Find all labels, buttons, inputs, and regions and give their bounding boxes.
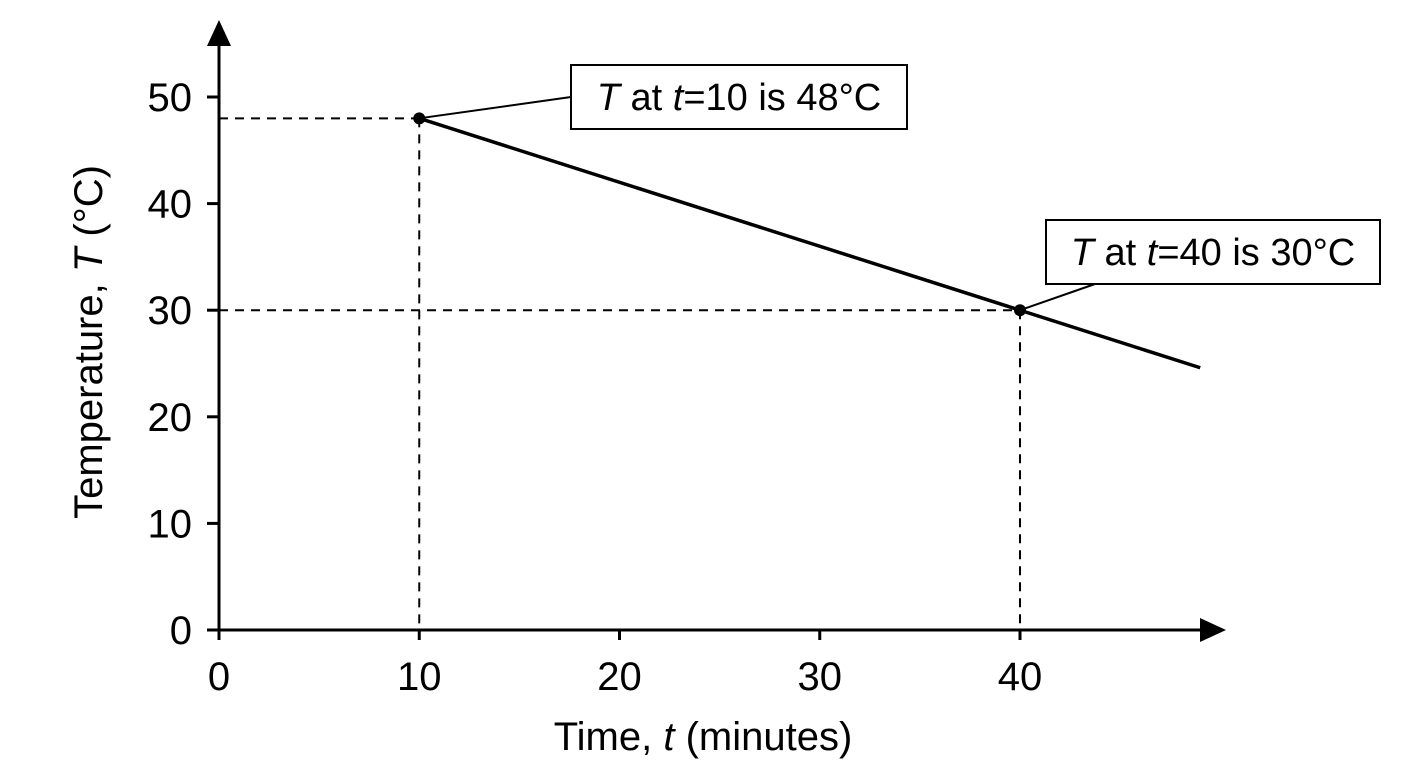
- annotation-box: [570, 64, 908, 130]
- annotation-label: T at t=40 is 30°C: [1071, 232, 1356, 274]
- series-line: [418, 116, 1201, 370]
- y-tick-label: 40: [148, 183, 193, 227]
- guide-lines: [219, 117, 1021, 630]
- annotation-group: T at t=10 is 48°C T at t=40 is 30°C: [419, 64, 1381, 312]
- tick-group: 0 10 20 30 40 0 10 20 30 40 50: [148, 76, 1043, 699]
- y-tick-label: 10: [148, 502, 193, 546]
- annotation-leader: [1019, 283, 1096, 312]
- x-tick-label: 10: [397, 655, 442, 699]
- y-tick-label: 0: [170, 609, 192, 653]
- x-tick-label: 20: [597, 655, 642, 699]
- x-axis-title: Time, t (minutes): [554, 715, 853, 759]
- axes: [207, 20, 1226, 642]
- y-axis-title: Temperature, T (°C): [67, 165, 111, 519]
- x-tick-label: 30: [798, 655, 843, 699]
- annotation-box: [1045, 219, 1381, 285]
- annotation-label: T at t=10 is 48°C: [597, 77, 882, 119]
- x-axis-arrow-icon: [1200, 618, 1226, 642]
- annotation-leader: [419, 96, 572, 120]
- y-axis-arrow-icon: [207, 20, 231, 46]
- y-tick-label: 30: [148, 289, 193, 333]
- y-tick-label: 50: [148, 76, 193, 120]
- y-tick-label: 20: [148, 396, 193, 440]
- x-tick-label: 0: [208, 655, 230, 699]
- x-tick-label: 40: [998, 655, 1043, 699]
